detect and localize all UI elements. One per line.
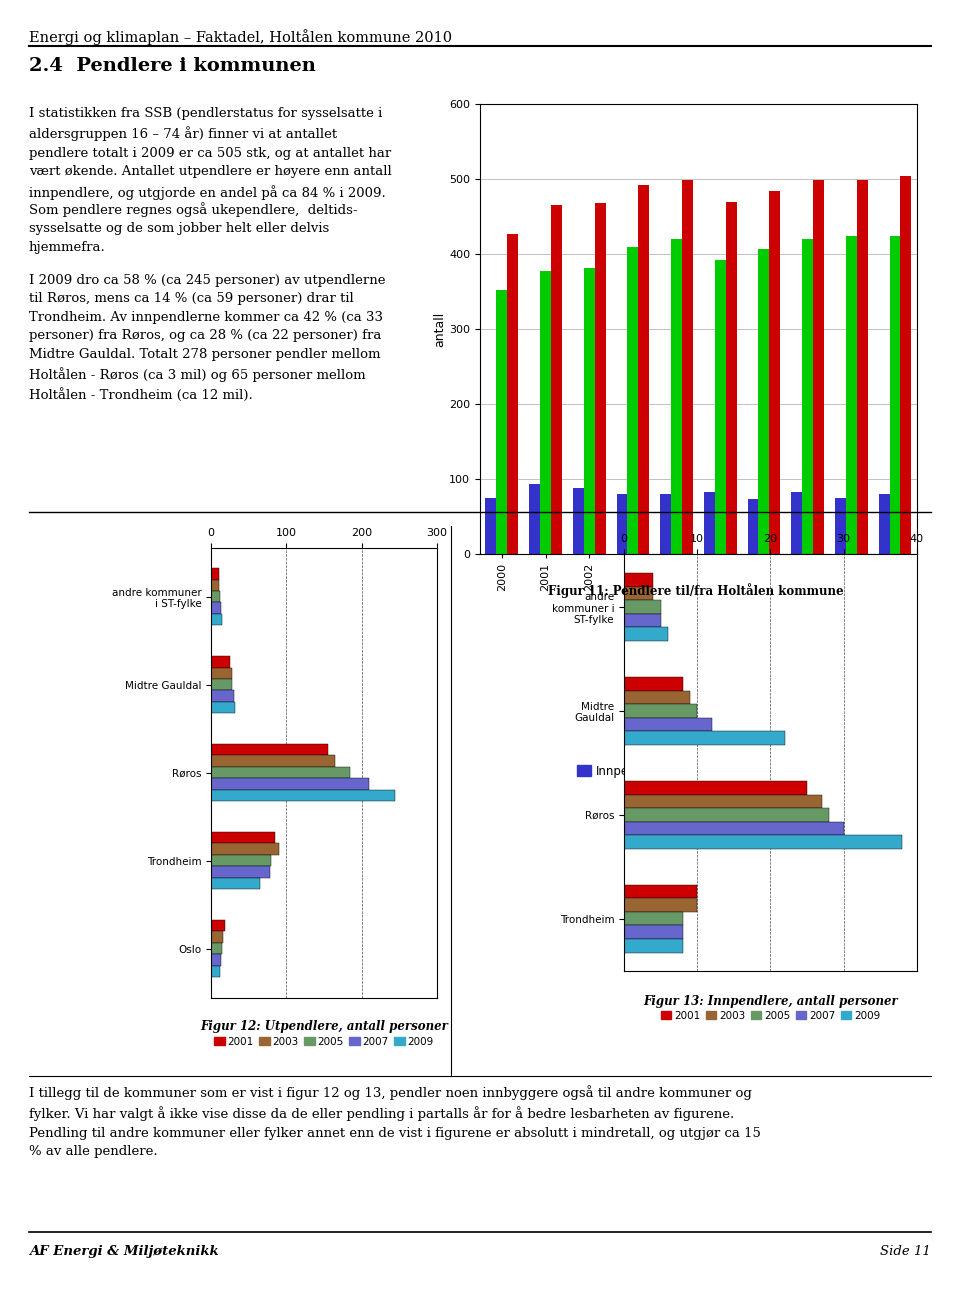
Bar [211,832,276,844]
Bar [486,498,496,554]
Bar [624,627,668,640]
Text: AF Energi & Miljøteknikk: AF Energi & Miljøteknikk [29,1245,219,1258]
Bar [211,767,350,778]
Bar [616,494,628,554]
Text: Figur 13: Innpendlere, antall personer: Figur 13: Innpendlere, antall personer [643,995,898,1008]
Bar [624,677,683,691]
Bar [551,205,562,554]
Bar [846,236,856,554]
Bar [628,246,638,554]
Bar [624,781,807,794]
Bar [584,267,594,554]
Bar [624,926,683,939]
Bar [211,866,270,878]
Bar [573,488,584,554]
Bar [791,492,803,554]
Bar [890,236,900,554]
Bar [803,240,813,554]
Bar [758,249,769,554]
Bar [900,176,911,554]
Text: I 2009 dro ca 58 % (ca 245 personer) av utpendlerne
til Røros, mens ca 14 % (ca : I 2009 dro ca 58 % (ca 245 personer) av … [29,274,385,402]
Bar [211,690,234,702]
Bar [624,600,660,614]
Bar [211,790,396,801]
Text: I tillegg til de kommuner som er vist i figur 12 og 13, pendler noen innbyggere : I tillegg til de kommuner som er vist i … [29,1085,760,1158]
Bar [507,233,518,554]
Bar [529,485,540,554]
Bar [211,919,225,931]
Bar [211,778,369,790]
Bar [624,939,683,952]
Bar [624,822,844,835]
Bar [671,240,682,554]
Bar [211,656,230,668]
Bar [813,180,824,554]
Bar [211,878,260,889]
Bar [624,732,785,745]
Text: 2.4  Pendlere i kommunen: 2.4 Pendlere i kommunen [29,57,316,76]
Bar [540,271,551,554]
Bar [624,911,683,926]
Bar [211,579,220,591]
Bar [211,745,327,755]
Text: Figur 12: Utpendlere, antall personer: Figur 12: Utpendlere, antall personer [200,1020,448,1033]
Bar [715,261,726,554]
Bar [638,185,649,554]
Bar [624,794,822,808]
Text: Som pendlere regnes også ukependlere,  deltids-
sysselsatte og de som jobber hel: Som pendlere regnes også ukependlere, de… [29,202,357,254]
Bar [624,587,653,600]
Bar [878,494,890,554]
Bar [211,943,222,955]
Legend: 2001, 2003, 2005, 2007, 2009: 2001, 2003, 2005, 2007, 2009 [210,1033,438,1051]
Bar [748,499,758,554]
Text: I statistikken fra SSB (pendlerstatus for sysselsatte i
aldersgruppen 16 – 74 år: I statistikken fra SSB (pendlerstatus fo… [29,107,392,200]
Bar [211,602,221,614]
Bar [624,691,690,704]
Legend: 2001, 2003, 2005, 2007, 2009: 2001, 2003, 2005, 2007, 2009 [657,1007,884,1025]
Bar [624,898,697,911]
Text: Figur 11: Pendlere til/fra Holtålen kommune: Figur 11: Pendlere til/fra Holtålen komm… [548,583,844,597]
Bar [624,835,902,849]
Bar [496,291,507,554]
Bar [211,702,235,713]
Bar [682,180,693,554]
Bar [211,755,335,767]
Bar [660,494,671,554]
Bar [594,203,606,554]
Bar [211,855,272,866]
Bar [624,717,712,732]
Bar [211,679,232,690]
Bar [211,668,231,679]
Bar [624,614,660,627]
Bar [624,574,653,587]
Bar [726,202,736,554]
Bar [211,844,278,855]
Y-axis label: antall: antall [433,312,446,347]
Bar [769,192,780,554]
Bar [624,808,829,822]
Text: Energi og klimaplan – Faktadel, Holtålen kommune 2010: Energi og klimaplan – Faktadel, Holtålen… [29,29,452,44]
Bar [211,591,220,602]
Bar [211,931,224,943]
Bar [856,180,868,554]
Text: Side 11: Side 11 [880,1245,931,1258]
Bar [835,498,846,554]
Legend: Innpendlere, Utpendlere, Sum: Innpendlere, Utpendlere, Sum [572,760,825,782]
Bar [704,492,715,554]
Bar [211,966,220,977]
Bar [211,955,221,966]
Bar [624,704,697,717]
Bar [624,885,697,898]
Bar [211,614,222,626]
Bar [211,569,219,579]
